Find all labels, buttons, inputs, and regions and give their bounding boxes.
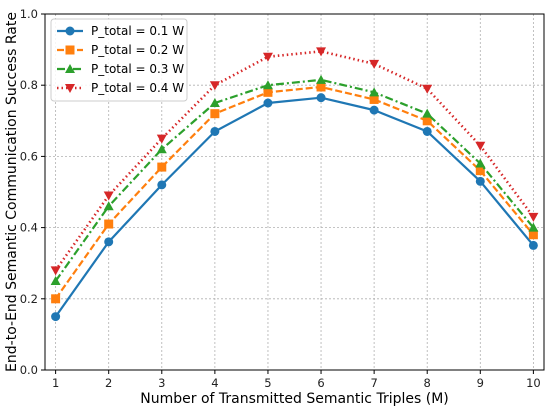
legend-label: P_total = 0.3 W — [91, 62, 184, 76]
legend-label: P_total = 0.1 W — [91, 24, 184, 38]
axis-ticks: 1 2 3 4 5 6 7 8 9 10 0.0 0.2 0.4 0.6 0.8 1.0 — [20, 7, 541, 390]
x-tick-label: 2 — [105, 376, 112, 390]
x-tick-label: 10 — [526, 376, 541, 390]
data-point — [316, 47, 327, 57]
data-point — [50, 276, 61, 285]
legend-marker — [65, 64, 75, 73]
data-point — [528, 212, 539, 222]
x-tick-label: 8 — [424, 376, 431, 390]
legend: P_total = 0.1 W P_total = 0.2 W P_total = … — [50, 18, 188, 102]
data-point — [157, 162, 167, 172]
y-axis-title: End-to-End Semantic Communication Succes… — [4, 12, 20, 372]
y-tick-label: 0.6 — [20, 149, 38, 163]
legend-box — [50, 18, 188, 102]
y-tick-label: 0.4 — [20, 221, 38, 235]
data-point — [103, 201, 114, 211]
legend-label: P_total = 0.2 W — [91, 43, 184, 57]
data-point — [475, 141, 486, 151]
x-tick-label: 5 — [264, 376, 271, 390]
data-point — [51, 312, 61, 322]
x-tick-label: 1 — [52, 376, 59, 390]
series-line — [54, 96, 535, 318]
data-point — [475, 158, 486, 168]
data-point — [369, 87, 380, 97]
plot-frame — [44, 13, 545, 371]
data-point — [528, 222, 539, 232]
y-tick-label: 1.0 — [20, 7, 38, 21]
data-point — [422, 84, 433, 94]
data-point — [51, 294, 61, 304]
data-point — [369, 59, 380, 69]
y-tick-label: 0.0 — [20, 363, 38, 377]
data-point — [528, 240, 538, 250]
series-4 — [50, 47, 539, 276]
x-tick-label: 3 — [158, 376, 165, 390]
data-point — [422, 126, 432, 136]
data-point — [209, 98, 220, 107]
data-point — [157, 180, 167, 190]
series-line — [54, 50, 535, 272]
data-point — [422, 116, 432, 126]
series-line — [54, 85, 535, 300]
data-point — [316, 74, 327, 84]
legend-label: P_total = 0.4 W — [91, 81, 184, 95]
data-point — [262, 52, 273, 62]
series-1 — [51, 93, 538, 322]
y-tick-label: 0.2 — [20, 292, 38, 306]
x-axis-title: Number of Transmitted Semantic Triples (… — [140, 391, 448, 407]
data-point — [209, 81, 220, 91]
y-tick-label: 0.8 — [20, 78, 38, 92]
data-point — [263, 87, 273, 97]
data-point — [103, 191, 114, 201]
legend-marker — [65, 45, 75, 55]
series-3 — [50, 74, 539, 285]
data-point — [528, 230, 538, 240]
data-point — [422, 108, 433, 118]
data-point — [156, 134, 167, 144]
data-point — [369, 105, 379, 115]
data-point — [369, 94, 379, 104]
data-point — [104, 237, 114, 247]
series-2 — [51, 82, 538, 304]
data-point — [210, 126, 220, 136]
data-point — [475, 166, 485, 176]
x-tick-label: 4 — [211, 376, 218, 390]
data-point — [104, 219, 114, 229]
x-tick-label: 7 — [370, 376, 377, 390]
x-tick-label: 9 — [477, 376, 484, 390]
plot-series — [50, 47, 539, 322]
series-line — [54, 78, 535, 282]
data-point — [316, 93, 326, 103]
data-point — [156, 144, 167, 154]
data-point — [262, 80, 273, 90]
data-point — [210, 109, 220, 119]
data-point — [316, 82, 326, 92]
legend-marker — [65, 26, 75, 36]
legend-marker — [65, 84, 75, 93]
x-tick-label: 6 — [317, 376, 324, 390]
data-point — [475, 176, 485, 186]
data-point — [263, 98, 273, 108]
data-point — [50, 266, 61, 276]
